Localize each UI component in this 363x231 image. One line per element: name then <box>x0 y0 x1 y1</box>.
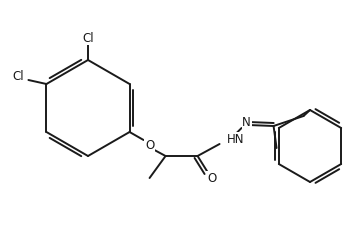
Text: Cl: Cl <box>82 31 94 45</box>
Text: O: O <box>207 171 216 185</box>
Text: HN: HN <box>227 133 244 146</box>
Text: O: O <box>145 139 154 152</box>
Text: N: N <box>242 116 251 128</box>
Text: Cl: Cl <box>13 70 24 83</box>
